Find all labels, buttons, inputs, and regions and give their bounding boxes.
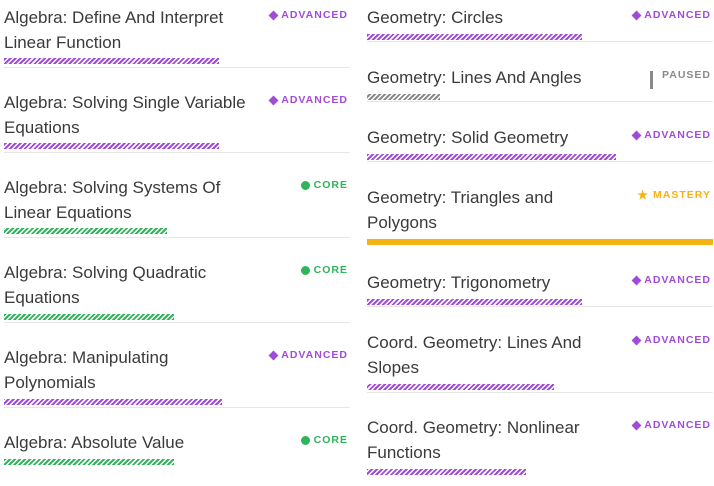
status-label: ADVANCED — [281, 349, 348, 361]
progress-bar — [4, 399, 222, 405]
skill-item[interactable]: Coord. Geometry: Lines And Slopes ADVANC… — [367, 330, 713, 393]
skill-item[interactable]: Algebra: Solving Systems Of Linear Equat… — [4, 175, 350, 238]
skill-title: Algebra: Define And Interpret Linear Fun… — [4, 8, 224, 52]
skill-title: Algebra: Solving Single Variable Equatio… — [4, 93, 246, 137]
divider — [367, 41, 713, 42]
skill-title: Geometry: Triangles and Polygons — [367, 188, 554, 232]
skill-item[interactable]: Algebra: Define And Interpret Linear Fun… — [4, 5, 350, 68]
progress-bar — [367, 34, 582, 40]
skill-item[interactable]: Algebra: Manipulating Polynomials ADVANC… — [4, 345, 350, 408]
status-label: CORE — [313, 179, 348, 191]
status-label: ADVANCED — [644, 274, 711, 286]
skill-title: Coord. Geometry: Nonlinear Functions — [367, 418, 580, 462]
status-badge: ★ MASTERY — [637, 189, 711, 201]
dot-icon — [300, 435, 310, 445]
divider — [4, 67, 350, 68]
diamond-icon — [631, 335, 642, 345]
skill-title: Geometry: Trigonometry — [367, 273, 551, 292]
progress-bar — [4, 228, 167, 234]
progress-bar — [367, 239, 713, 245]
diamond-icon — [631, 130, 642, 140]
status-badge: ADVANCED — [631, 129, 711, 141]
status-label: ADVANCED — [644, 334, 711, 346]
progress-bar — [4, 314, 174, 320]
status-badge: PAUSED — [650, 69, 711, 89]
skill-item[interactable]: Coord. Geometry: Nonlinear Functions ADV… — [367, 415, 713, 477]
status-label: ADVANCED — [281, 94, 348, 106]
status-label: PAUSED — [662, 69, 711, 81]
status-label: ADVANCED — [281, 9, 348, 21]
progress-bar — [4, 58, 219, 64]
divider — [367, 101, 713, 102]
status-badge: ADVANCED — [631, 419, 711, 431]
pause-icon — [650, 70, 658, 89]
skill-item[interactable]: Geometry: Circles ADVANCED — [367, 5, 713, 42]
skill-item[interactable]: Geometry: Triangles and Polygons ★ MASTER… — [367, 185, 713, 247]
progress-bar — [367, 384, 554, 390]
divider — [4, 407, 350, 408]
divider — [4, 152, 350, 153]
skill-title: Geometry: Solid Geometry — [367, 128, 569, 147]
diamond-icon — [268, 350, 279, 360]
skill-item[interactable]: Geometry: Lines And Angles PAUSED — [367, 65, 713, 102]
status-label: ADVANCED — [644, 129, 711, 141]
status-badge: ADVANCED — [268, 9, 348, 21]
diamond-icon — [631, 420, 642, 430]
divider — [367, 392, 713, 393]
status-badge: ADVANCED — [268, 94, 348, 106]
diamond-icon — [268, 95, 279, 105]
divider — [367, 161, 713, 162]
divider — [367, 306, 713, 307]
progress-bar — [4, 459, 174, 465]
status-badge: ADVANCED — [631, 274, 711, 286]
skill-item[interactable]: Algebra: Solving Single Variable Equatio… — [4, 90, 350, 153]
status-label: ADVANCED — [644, 9, 711, 21]
dot-icon — [300, 180, 310, 190]
divider — [4, 322, 350, 323]
status-badge: CORE — [300, 434, 348, 446]
diamond-icon — [631, 10, 642, 20]
progress-bar — [367, 94, 440, 100]
status-label: ADVANCED — [644, 419, 711, 431]
diamond-icon — [268, 10, 279, 20]
skill-title: Algebra: Absolute Value — [4, 433, 185, 452]
progress-bar — [367, 469, 527, 475]
skill-title: Algebra: Solving Systems Of Linear Equat… — [4, 178, 221, 222]
skill-item[interactable]: Geometry: Trigonometry ADVANCED — [367, 270, 713, 307]
status-label: CORE — [313, 434, 348, 446]
progress-bar — [367, 299, 582, 305]
status-badge: ADVANCED — [631, 9, 711, 21]
skill-title: Coord. Geometry: Lines And Slopes — [367, 333, 582, 377]
skill-item[interactable]: Algebra: Absolute Value CORE — [4, 430, 350, 480]
skill-title: Algebra: Solving Quadratic Equations — [4, 263, 207, 307]
progress-bar — [4, 143, 219, 149]
star-icon: ★ — [637, 188, 650, 202]
status-badge: ADVANCED — [268, 349, 348, 361]
divider — [4, 237, 350, 238]
status-badge: ADVANCED — [631, 334, 711, 346]
dot-icon — [300, 265, 310, 275]
skill-title: Geometry: Circles — [367, 8, 504, 27]
skill-title: Algebra: Manipulating Polynomials — [4, 348, 169, 392]
status-label: CORE — [313, 264, 348, 276]
diamond-icon — [631, 275, 642, 285]
status-badge: CORE — [300, 179, 348, 191]
status-badge: CORE — [300, 264, 348, 276]
progress-bar — [367, 154, 617, 160]
status-label: MASTERY — [653, 189, 711, 201]
skill-item[interactable]: Algebra: Solving Quadratic Equations COR… — [4, 260, 350, 323]
skill-title: Geometry: Lines And Angles — [367, 68, 582, 87]
skill-item[interactable]: Geometry: Solid Geometry ADVANCED — [367, 125, 713, 162]
